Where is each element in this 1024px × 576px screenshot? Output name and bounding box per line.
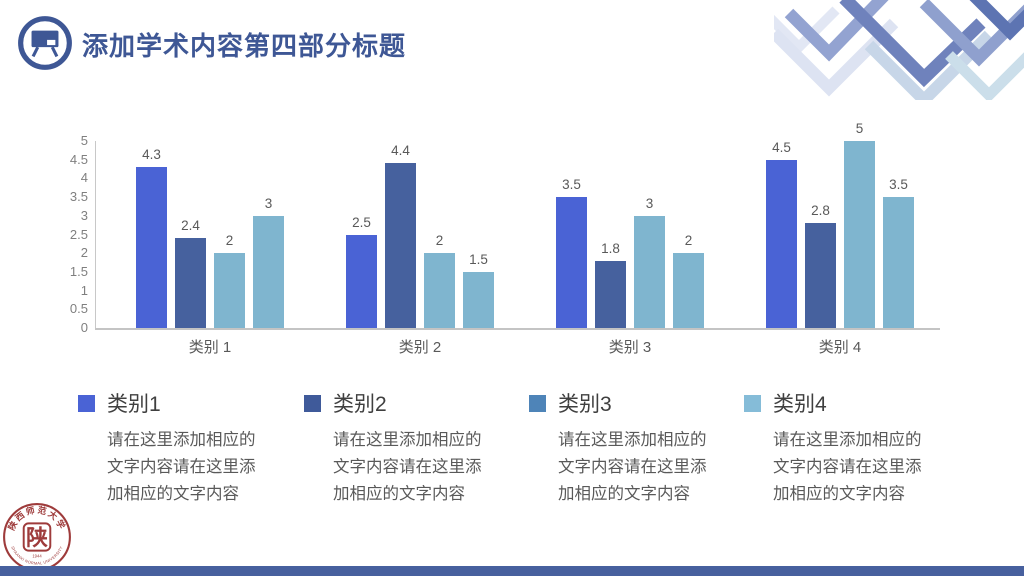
legend-item-description: 请在这里添加相应的文字内容请在这里添加相应的文字内容 bbox=[773, 431, 922, 503]
y-axis-tick-label: 0.5 bbox=[69, 301, 88, 317]
page-title: 添加学术内容第四部分标题 bbox=[82, 31, 407, 61]
bar bbox=[844, 141, 875, 328]
category-label: 类别 4 bbox=[818, 339, 862, 356]
bar-value-label: 2 bbox=[684, 233, 693, 249]
seal-year: 1944 bbox=[32, 553, 42, 558]
bar bbox=[136, 167, 167, 328]
bar-value-label: 3 bbox=[264, 195, 273, 211]
legend-item-description: 请在这里添加相应的文字内容请在这里添加相应的文字内容 bbox=[333, 431, 482, 503]
bar bbox=[883, 197, 914, 328]
category-label: 类别 1 bbox=[188, 339, 232, 356]
y-axis-tick-label: 2 bbox=[80, 245, 88, 261]
bar bbox=[424, 253, 455, 328]
y-axis-tick-label: 1.5 bbox=[69, 263, 88, 279]
bar-value-label: 3 bbox=[645, 195, 654, 211]
y-axis-tick-label: 0 bbox=[80, 320, 88, 335]
y-axis-tick-label: 4 bbox=[80, 170, 88, 186]
legend-item: 类别2 请在这里添加相应的文字内容请在这里添加相应的文字内容 bbox=[304, 388, 489, 508]
presentation-board-icon bbox=[18, 16, 72, 70]
legend-item: 类别1 请在这里添加相应的文字内容请在这里添加相应的文字内容 bbox=[78, 388, 263, 508]
legend-item-title: 类别3 bbox=[558, 393, 612, 416]
bar-value-label: 4.4 bbox=[391, 143, 410, 159]
bar-value-label: 2.5 bbox=[352, 214, 371, 230]
y-axis-tick-label: 5 bbox=[80, 133, 88, 148]
bar-value-label: 2.8 bbox=[811, 203, 830, 219]
legend-color-swatch bbox=[304, 394, 321, 412]
bar bbox=[385, 163, 416, 328]
legend-cards: 类别1 请在这里添加相应的文字内容请在这里添加相应的文字内容 类别2 请在这里添加相应… bbox=[0, 388, 1024, 518]
seal-center-glyph: 陕 bbox=[26, 525, 48, 550]
bar-value-label: 2 bbox=[225, 233, 234, 249]
category-label: 类别 3 bbox=[608, 339, 652, 356]
bar-value-label: 1.5 bbox=[469, 251, 488, 267]
bar-value-label: 3.5 bbox=[562, 177, 581, 193]
bar bbox=[766, 159, 797, 328]
bar bbox=[634, 215, 665, 328]
bar bbox=[805, 223, 836, 328]
bar bbox=[595, 260, 626, 328]
bar-value-label: 1.8 bbox=[601, 240, 620, 256]
bar-value-label: 3.5 bbox=[889, 177, 908, 193]
legend-item: 类别4 请在这里添加相应的文字内容请在这里添加相应的文字内容 bbox=[744, 388, 929, 508]
bar-value-label: 4.5 bbox=[772, 139, 791, 155]
bar bbox=[463, 271, 494, 328]
legend-item-title: 类别1 bbox=[107, 393, 161, 416]
bar bbox=[214, 253, 245, 328]
y-axis-tick-label: 1 bbox=[80, 282, 88, 298]
bar bbox=[175, 238, 206, 328]
legend-item-title: 类别2 bbox=[333, 393, 387, 416]
category-label: 类别 2 bbox=[398, 339, 442, 356]
bar-value-label: 5 bbox=[855, 121, 864, 136]
footer-accent-bar bbox=[0, 566, 1024, 576]
bar-value-label: 2.4 bbox=[181, 218, 200, 234]
legend-color-swatch bbox=[78, 394, 95, 412]
university-seal-logo: 陕西师范大学 陕 1944 SHAANXI NORMAL UNIVERSITY bbox=[3, 503, 71, 571]
y-axis-tick-label: 2.5 bbox=[69, 226, 88, 242]
bar bbox=[556, 197, 587, 328]
bar-value-label: 2 bbox=[435, 233, 444, 249]
y-axis-tick-label: 4.5 bbox=[69, 151, 88, 167]
legend-item-description: 请在这里添加相应的文字内容请在这里添加相应的文字内容 bbox=[107, 431, 256, 503]
legend-item-description: 请在这里添加相应的文字内容请在这里添加相应的文字内容 bbox=[558, 431, 707, 503]
y-axis-tick-label: 3.5 bbox=[69, 189, 88, 205]
y-axis-line bbox=[95, 141, 96, 328]
y-axis-tick-label: 3 bbox=[80, 207, 88, 223]
decorative-chevron-pattern bbox=[774, 0, 1024, 100]
legend-color-swatch bbox=[744, 394, 761, 412]
bar-value-label: 4.3 bbox=[142, 147, 161, 163]
x-axis-line bbox=[95, 328, 940, 330]
legend-item: 类别3 请在这里添加相应的文字内容请在这里添加相应的文字内容 bbox=[529, 388, 714, 508]
legend-color-swatch bbox=[529, 394, 546, 412]
legend-item-title: 类别4 bbox=[773, 393, 827, 416]
bar bbox=[673, 253, 704, 328]
bar bbox=[253, 215, 284, 328]
bar bbox=[346, 234, 377, 328]
